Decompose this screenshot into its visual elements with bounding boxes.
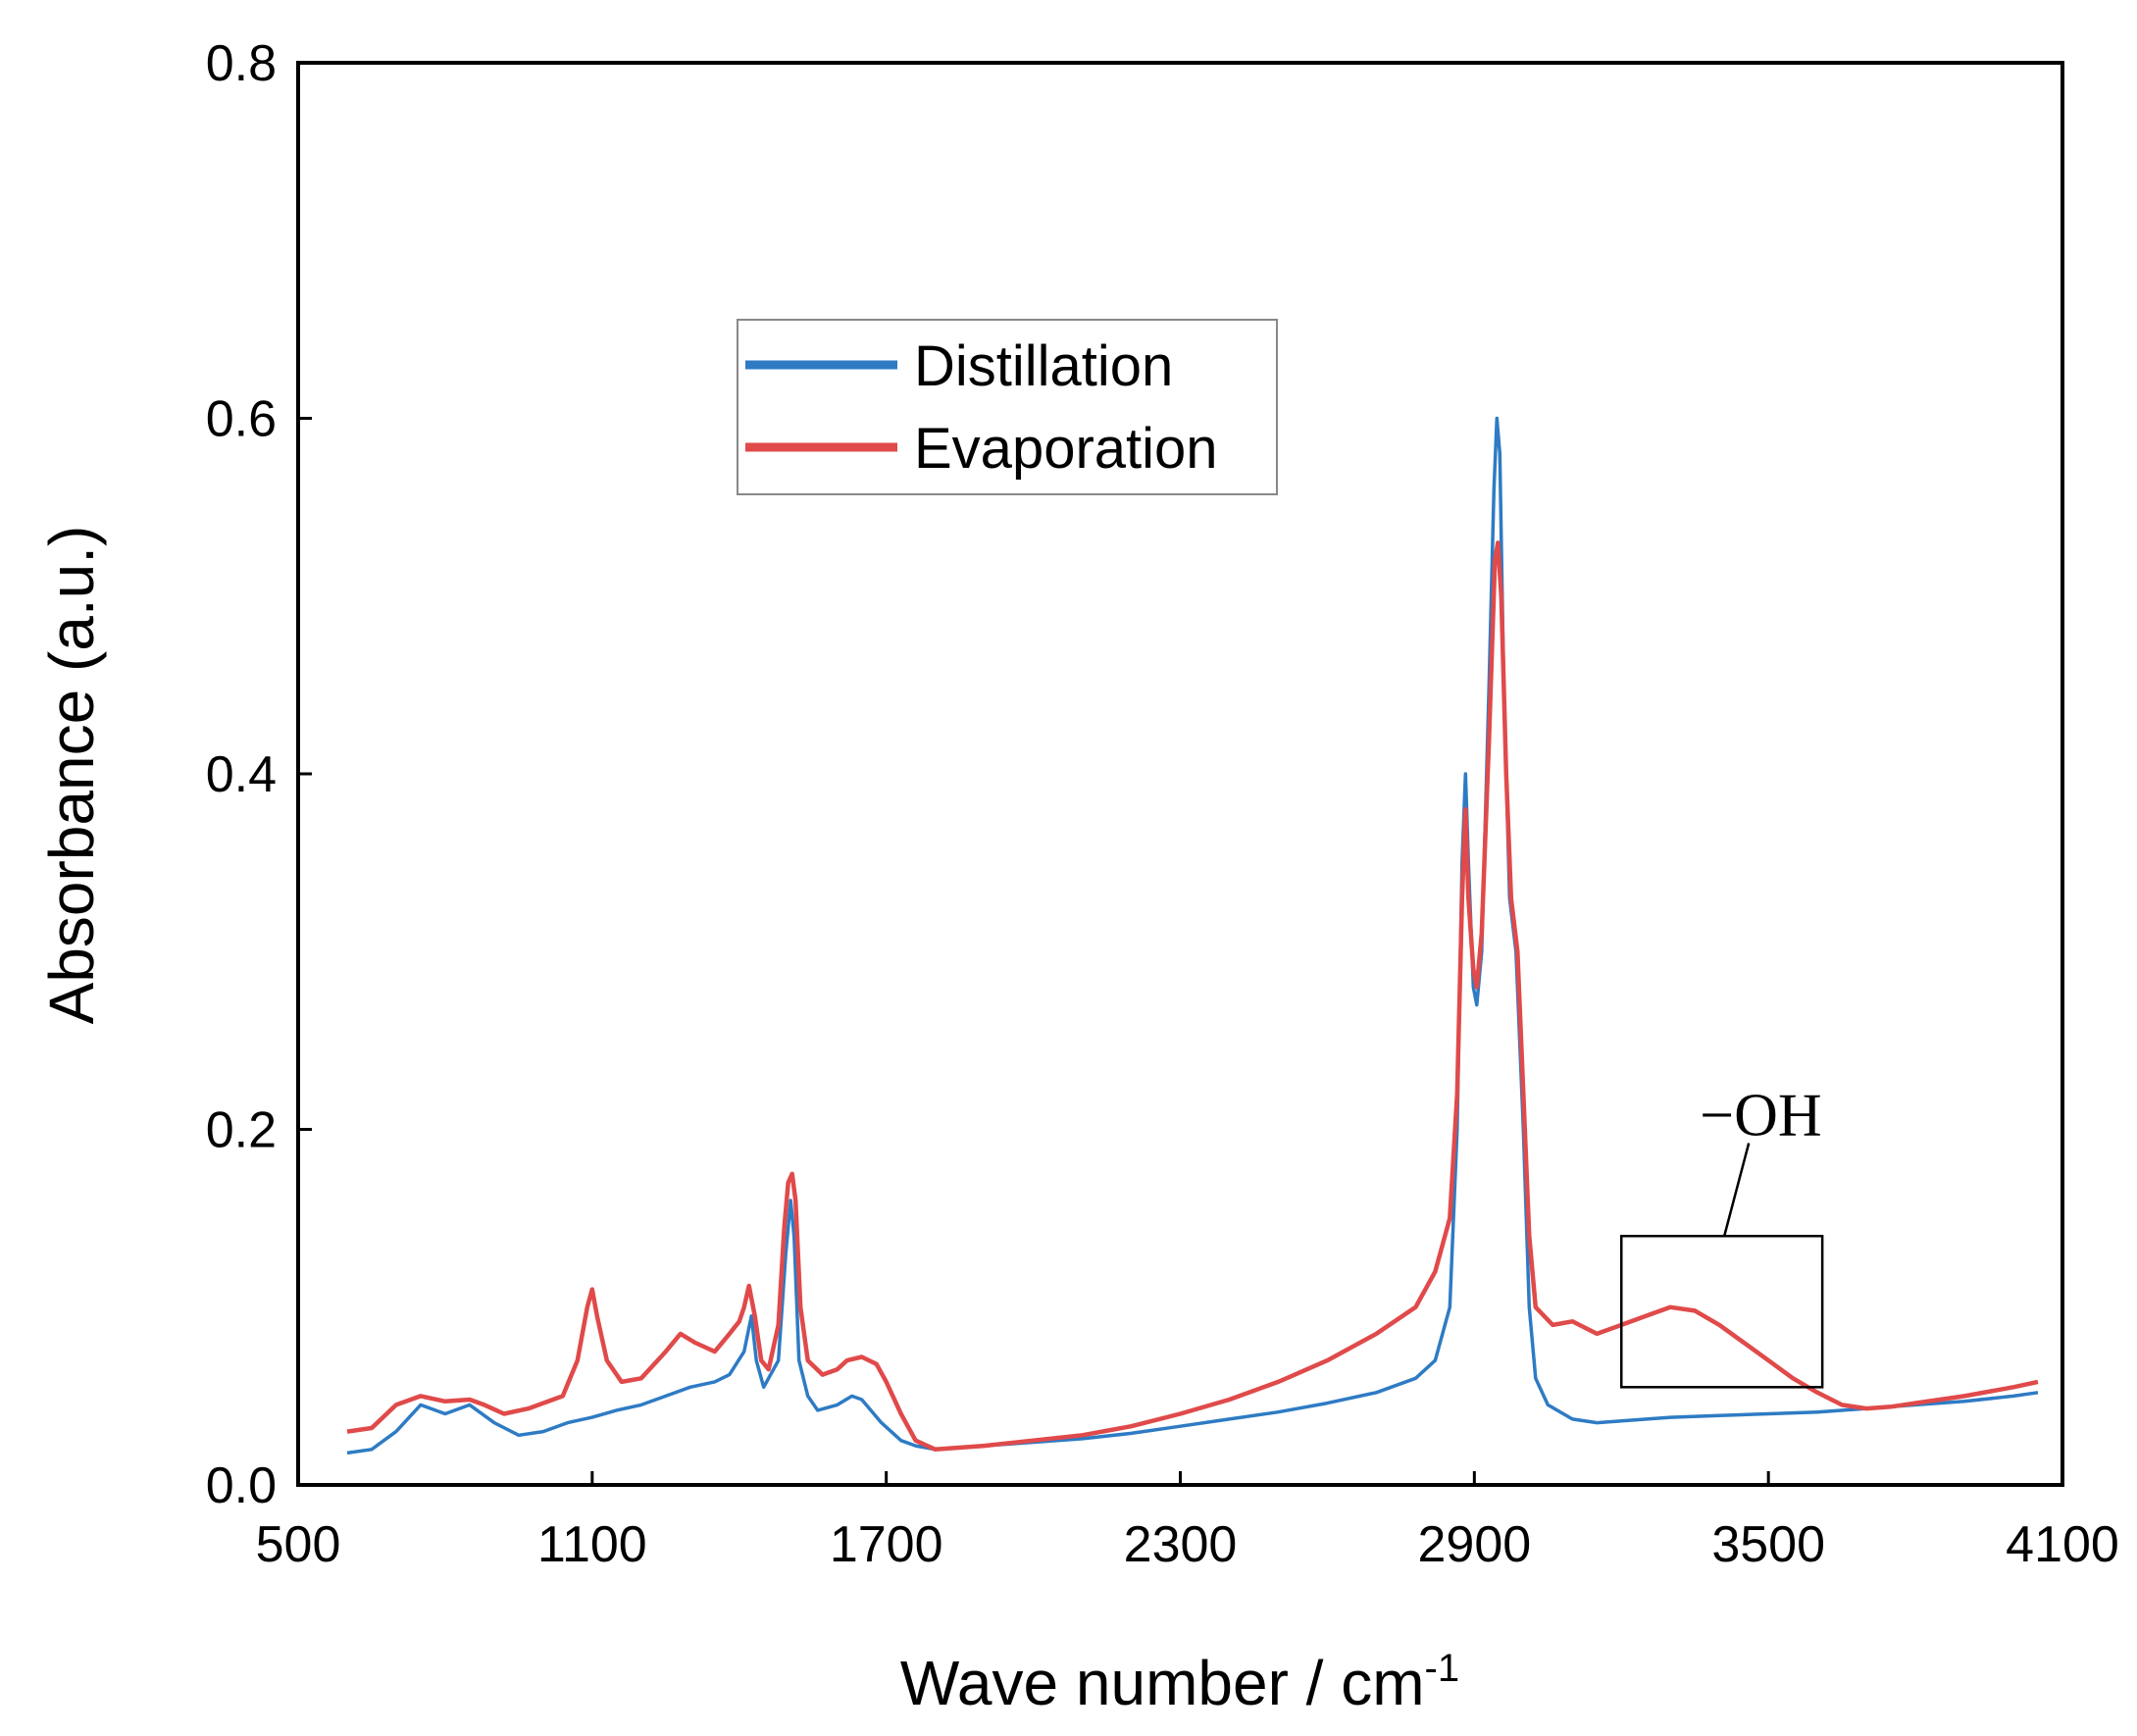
y-tick-label: 0.2	[206, 1102, 277, 1159]
plot-area-frame	[296, 61, 2064, 1487]
y-axis: 0.0 0.2 0.4 0.6 0.8	[206, 35, 312, 1514]
oh-annotation-label: −OH	[1700, 1083, 1822, 1149]
legend-label-evaporation: Evaporation	[914, 417, 1218, 481]
series-line-evaporation	[346, 540, 2039, 1453]
x-tick-label: 2900	[1417, 1516, 1531, 1573]
y-tick-label: 0.0	[206, 1457, 277, 1514]
series-layer	[346, 416, 2039, 1455]
x-axis: 500 1100 1700 2300 2900 3500 4100	[256, 1471, 2119, 1573]
legend: Distillation Evaporation	[737, 319, 1278, 495]
x-tick-label: 4100	[2006, 1516, 2119, 1573]
oh-annotation-pointer	[1722, 1143, 1751, 1237]
x-tick-label: 2300	[1124, 1516, 1238, 1573]
x-tick-label: 500	[256, 1516, 341, 1573]
x-tick-label: 1100	[537, 1516, 647, 1573]
legend-label-distillation: Distillation	[914, 334, 1173, 398]
y-tick-label: 0.8	[206, 35, 277, 92]
legend-box	[737, 319, 1278, 495]
x-tick-label: 1700	[830, 1516, 943, 1573]
y-tick-label: 0.6	[206, 391, 277, 448]
x-tick-label: 3500	[1711, 1516, 1825, 1573]
oh-annotation-box	[1620, 1235, 1824, 1389]
y-tick-label: 0.4	[206, 746, 277, 803]
series-line-distillation	[346, 416, 2039, 1455]
x-axis-title: Wave number / cm-1	[900, 1647, 1459, 1718]
y-axis-title: Absorbance (a.u.)	[36, 526, 107, 1025]
oh-annotation: −OH	[1620, 1083, 1824, 1389]
